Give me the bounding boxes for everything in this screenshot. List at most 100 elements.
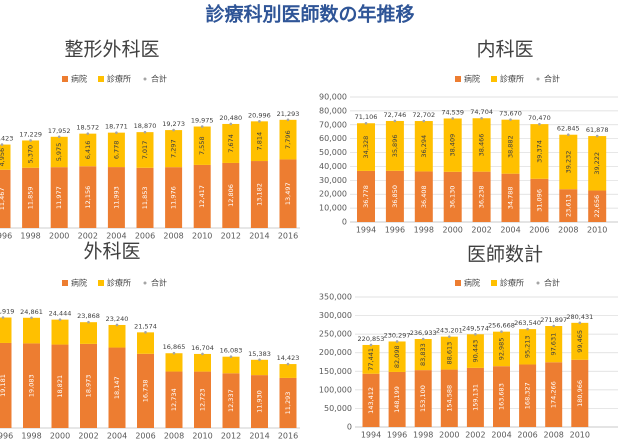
y-tick-label: 30,000 bbox=[319, 176, 347, 185]
bar-segment bbox=[51, 319, 69, 345]
bar-label: 13,497 bbox=[284, 182, 292, 205]
bar-segment bbox=[108, 347, 126, 428]
x-tick-label: 1998 bbox=[20, 232, 40, 241]
bar-segment bbox=[79, 166, 97, 228]
y-tick-label: 350,000 bbox=[319, 293, 352, 302]
bar-segment bbox=[443, 171, 462, 222]
total-marker bbox=[200, 125, 204, 128]
bar-segment bbox=[137, 332, 154, 354]
x-tick-label: 2008 bbox=[558, 226, 578, 235]
total-label: 24,919 bbox=[0, 308, 14, 316]
bar-segment bbox=[440, 369, 458, 427]
bar-segment bbox=[466, 367, 484, 427]
bar-segment bbox=[250, 161, 268, 228]
x-tick-label: 2012 bbox=[221, 232, 241, 241]
total-marker bbox=[509, 118, 512, 121]
bar-label: 168,327 bbox=[524, 382, 532, 409]
bar-segment bbox=[193, 164, 211, 228]
bar-label: 39,222 bbox=[593, 152, 601, 175]
y-tick-label: 10,000 bbox=[319, 204, 347, 213]
x-tick-label: 2002 bbox=[78, 232, 98, 241]
total-marker bbox=[115, 323, 119, 327]
bar-label: 11,976 bbox=[170, 186, 178, 209]
y-tick-label: 250,000 bbox=[319, 330, 352, 339]
bar-segment bbox=[414, 370, 432, 427]
x-tick-label: 2004 bbox=[107, 432, 127, 440]
bar-label: 38,882 bbox=[507, 135, 515, 158]
total-label: 74,539 bbox=[441, 108, 464, 116]
x-tick-label: 2000 bbox=[443, 226, 463, 235]
bar-segment bbox=[108, 324, 126, 348]
bar-label: 7,796 bbox=[284, 130, 292, 149]
bar-segment bbox=[472, 171, 491, 222]
y-tick-label: 90,000 bbox=[319, 93, 347, 102]
legend-label: 診療所 bbox=[500, 278, 524, 288]
chart-title: 外科医 bbox=[83, 241, 140, 263]
bar-segment bbox=[0, 342, 12, 428]
y-tick-label: 150,000 bbox=[319, 367, 352, 376]
bar-label: 23,613 bbox=[564, 194, 572, 217]
bar-segment bbox=[137, 353, 154, 428]
total-label: 15,383 bbox=[248, 350, 271, 358]
bar-segment bbox=[222, 123, 240, 163]
legend-label: 診療所 bbox=[107, 74, 131, 84]
legend-swatch bbox=[455, 280, 461, 286]
bar-segment bbox=[222, 162, 240, 228]
legend-swatch bbox=[62, 76, 68, 82]
total-marker bbox=[451, 117, 455, 120]
bar-label: 92,985 bbox=[498, 338, 506, 361]
total-label: 17,952 bbox=[48, 127, 71, 135]
total-label: 72,702 bbox=[412, 111, 435, 119]
bar-label: 36,130 bbox=[449, 186, 457, 209]
bar-label: 19,181 bbox=[0, 374, 7, 397]
bar-segment bbox=[79, 133, 97, 167]
bar-segment bbox=[493, 331, 510, 367]
x-tick-label: 2008 bbox=[544, 431, 564, 440]
total-marker bbox=[57, 135, 61, 139]
total-label: 17,229 bbox=[19, 130, 42, 138]
page-title: 診療科別医師数の年推移 bbox=[205, 3, 414, 26]
bar-label: 36,408 bbox=[420, 185, 428, 208]
x-tick-label: 1994 bbox=[361, 431, 381, 440]
bar-segment bbox=[0, 144, 11, 170]
bar-segment bbox=[472, 118, 491, 172]
legend-label: 診療所 bbox=[107, 278, 131, 288]
bar-segment bbox=[50, 136, 68, 168]
bar-segment bbox=[362, 344, 380, 374]
bar-label: 88,613 bbox=[445, 342, 453, 365]
legend-label: 病院 bbox=[464, 74, 480, 84]
total-marker bbox=[567, 133, 570, 137]
bar-segment bbox=[279, 364, 297, 378]
bar-segment bbox=[194, 371, 211, 428]
total-label: 73,670 bbox=[499, 110, 522, 118]
bar-segment bbox=[443, 118, 462, 172]
bar-segment bbox=[51, 344, 69, 428]
bar-segment bbox=[362, 373, 380, 427]
total-label: 16,704 bbox=[191, 344, 214, 352]
total-label: 74,704 bbox=[470, 108, 493, 116]
x-tick-label: 2004 bbox=[500, 226, 520, 235]
total-marker bbox=[201, 352, 204, 356]
legend-label: 合計 bbox=[544, 74, 560, 84]
total-marker bbox=[58, 318, 62, 321]
total-label: 21,574 bbox=[134, 322, 157, 330]
bar-label: 36,850 bbox=[391, 185, 399, 208]
total-label: 61,878 bbox=[586, 126, 609, 134]
legend-label: 合計 bbox=[151, 278, 167, 288]
total-label: 249,574 bbox=[462, 324, 489, 332]
bar-segment bbox=[222, 373, 240, 428]
legend-label: 合計 bbox=[151, 74, 167, 84]
x-tick-label: 2010 bbox=[192, 432, 212, 440]
total-marker bbox=[29, 139, 32, 142]
bar-label: 12,734 bbox=[170, 388, 178, 411]
bar-segment bbox=[22, 140, 40, 168]
bar-segment bbox=[251, 375, 268, 428]
total-marker bbox=[395, 340, 399, 343]
bar-label: 34,788 bbox=[507, 186, 515, 209]
total-label: 19,273 bbox=[162, 120, 185, 128]
total-marker bbox=[480, 116, 483, 120]
bar-segment bbox=[107, 132, 125, 168]
total-label: 24,444 bbox=[49, 310, 72, 318]
